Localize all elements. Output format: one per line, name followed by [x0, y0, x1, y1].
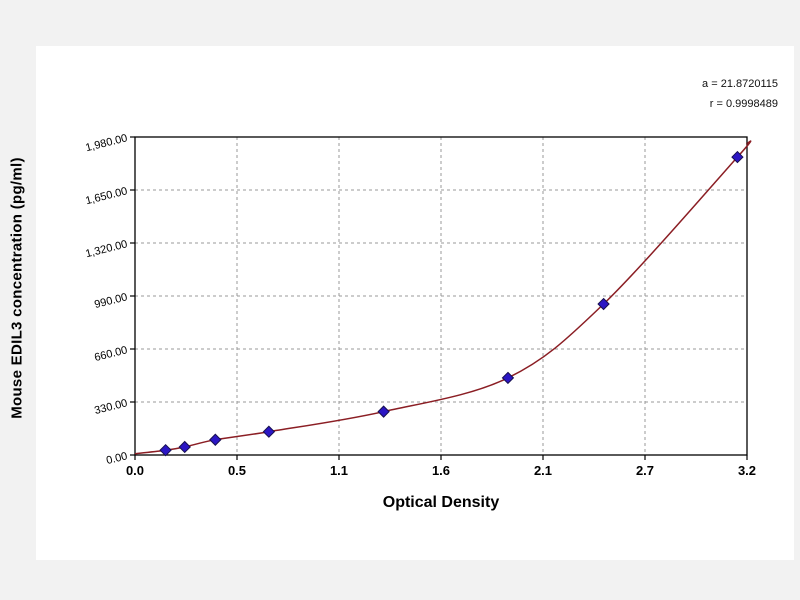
data-point-marker — [597, 297, 610, 311]
y-tick-label: 330.00 — [93, 397, 129, 417]
fit-param-a: a = 21.8720115 — [702, 78, 778, 90]
x-axis-title: Optical Density — [382, 494, 500, 511]
y-tick-label: 1,650.00 — [84, 185, 128, 207]
fit-param-r: r = 0.9998489 — [709, 98, 778, 110]
data-point-marker — [501, 371, 515, 385]
data-point-marker — [159, 443, 172, 457]
x-tick-label: 3.2 — [738, 463, 756, 478]
data-point-marker — [209, 433, 222, 446]
x-tick-label: 1.6 — [432, 463, 450, 478]
y-tick-label: 1,320.00 — [84, 238, 128, 260]
data-point-marker — [262, 425, 276, 438]
fit-annotations: a = 21.8720115 r = 0.9998489 — [702, 74, 778, 114]
plot-border — [134, 136, 748, 456]
x-tick-label: 0.5 — [228, 463, 246, 478]
x-tick-label: 2.1 — [534, 463, 552, 478]
data-point-marker — [178, 440, 191, 454]
y-axis-title: Mouse EDIL3 concentration (pg/ml) — [8, 157, 26, 419]
data-point-marker — [377, 405, 390, 418]
x-tick-label: 2.7 — [636, 463, 654, 478]
y-tick-label: 990.00 — [93, 291, 129, 311]
x-tick-label: 1.1 — [330, 463, 348, 478]
y-tick-label: 660.00 — [93, 344, 129, 364]
y-tick-label: 1,980.00 — [84, 132, 128, 154]
y-tick-label: 0.00 — [105, 450, 129, 467]
x-tick-label: 0.0 — [126, 463, 144, 478]
data-point-marker — [731, 150, 744, 164]
